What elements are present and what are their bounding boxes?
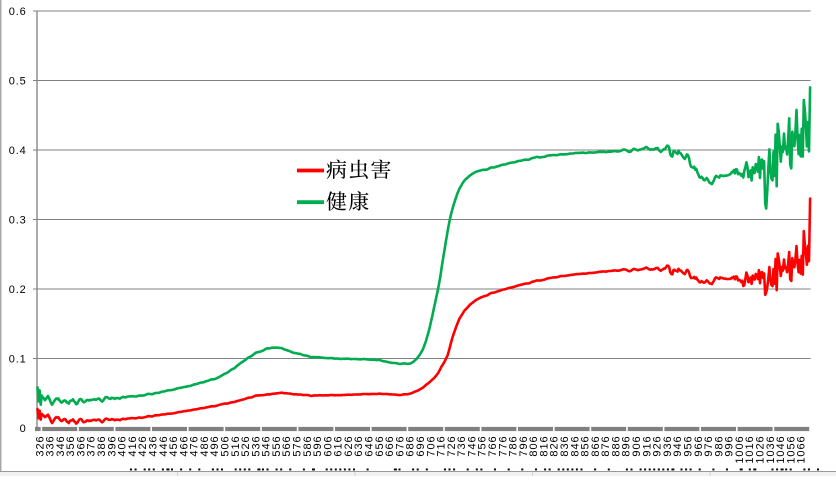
svg-text:626: 626 [343,436,355,457]
svg-text:996: 996 [724,436,736,457]
svg-text:496: 496 [209,436,221,457]
svg-text:0.6: 0.6 [9,6,27,18]
svg-text:386: 386 [96,436,108,457]
svg-text:736: 736 [456,436,468,457]
svg-text:1016: 1016 [744,436,756,464]
svg-text:376: 376 [86,436,98,457]
svg-text:716: 716 [436,436,448,457]
svg-text:486: 486 [199,436,211,457]
svg-text:396: 396 [106,436,118,457]
svg-text:876: 876 [600,436,612,457]
svg-text:476: 476 [189,436,201,457]
svg-text:726: 726 [446,436,458,457]
svg-text:446: 446 [158,436,170,457]
svg-text:0.3: 0.3 [9,215,27,227]
svg-text:836: 836 [559,436,571,457]
svg-text:646: 646 [364,436,376,457]
svg-text:1036: 1036 [765,436,777,464]
svg-text:986: 986 [713,436,725,457]
svg-text:0: 0 [20,423,27,435]
svg-text:466: 466 [178,436,190,457]
svg-text:326: 326 [34,436,46,457]
svg-text:916: 916 [641,436,653,457]
svg-text:926: 926 [652,436,664,457]
svg-text:526: 526 [240,436,252,457]
svg-text:706: 706 [425,436,437,457]
svg-text:766: 766 [487,436,499,457]
svg-text:906: 906 [631,436,643,457]
svg-text:806: 806 [528,436,540,457]
svg-text:1066: 1066 [796,436,808,464]
svg-text:506: 506 [219,436,231,457]
svg-text:896: 896 [621,436,633,457]
svg-text:656: 656 [374,436,386,457]
svg-text:1046: 1046 [775,436,787,464]
svg-text:516: 516 [230,436,242,457]
svg-text:936: 936 [662,436,674,457]
svg-text:606: 606 [322,436,334,457]
svg-text:0.2: 0.2 [9,284,27,296]
svg-text:536: 536 [250,436,262,457]
svg-text:566: 566 [281,436,293,457]
svg-text:0.1: 0.1 [9,354,27,366]
svg-text:846: 846 [569,436,581,457]
svg-text:826: 826 [549,436,561,457]
svg-text:816: 816 [538,436,550,457]
svg-text:456: 456 [168,436,180,457]
svg-text:546: 546 [261,436,273,457]
svg-text:346: 346 [55,436,67,457]
svg-text:356: 356 [65,436,77,457]
svg-text:1006: 1006 [734,436,746,464]
svg-text:636: 636 [353,436,365,457]
svg-text:956: 956 [683,436,695,457]
svg-text:966: 966 [693,436,705,457]
svg-text:746: 746 [466,436,478,457]
svg-text:406: 406 [117,436,129,457]
svg-text:856: 856 [580,436,592,457]
svg-text:676: 676 [394,436,406,457]
svg-text:0.4: 0.4 [9,145,27,157]
svg-text:1026: 1026 [755,436,767,464]
svg-text:426: 426 [137,436,149,457]
svg-text:756: 756 [477,436,489,457]
svg-text:0.5: 0.5 [9,76,27,88]
svg-text:336: 336 [45,436,57,457]
svg-text:436: 436 [147,436,159,457]
svg-text:866: 866 [590,436,602,457]
svg-text:776: 776 [497,436,509,457]
svg-text:666: 666 [384,436,396,457]
svg-text:556: 556 [271,436,283,457]
svg-text:596: 596 [312,436,324,457]
svg-text:946: 946 [672,436,684,457]
svg-text:366: 366 [75,436,87,457]
svg-text:1056: 1056 [785,436,797,464]
svg-text:686: 686 [405,436,417,457]
svg-text:786: 786 [508,436,520,457]
svg-text:696: 696 [415,436,427,457]
svg-text:796: 796 [518,436,530,457]
svg-text:976: 976 [703,436,715,457]
svg-text:886: 886 [611,436,623,457]
svg-text:586: 586 [302,436,314,457]
svg-text:416: 416 [127,436,139,457]
svg-text:576: 576 [292,436,304,457]
svg-text:616: 616 [333,436,345,457]
